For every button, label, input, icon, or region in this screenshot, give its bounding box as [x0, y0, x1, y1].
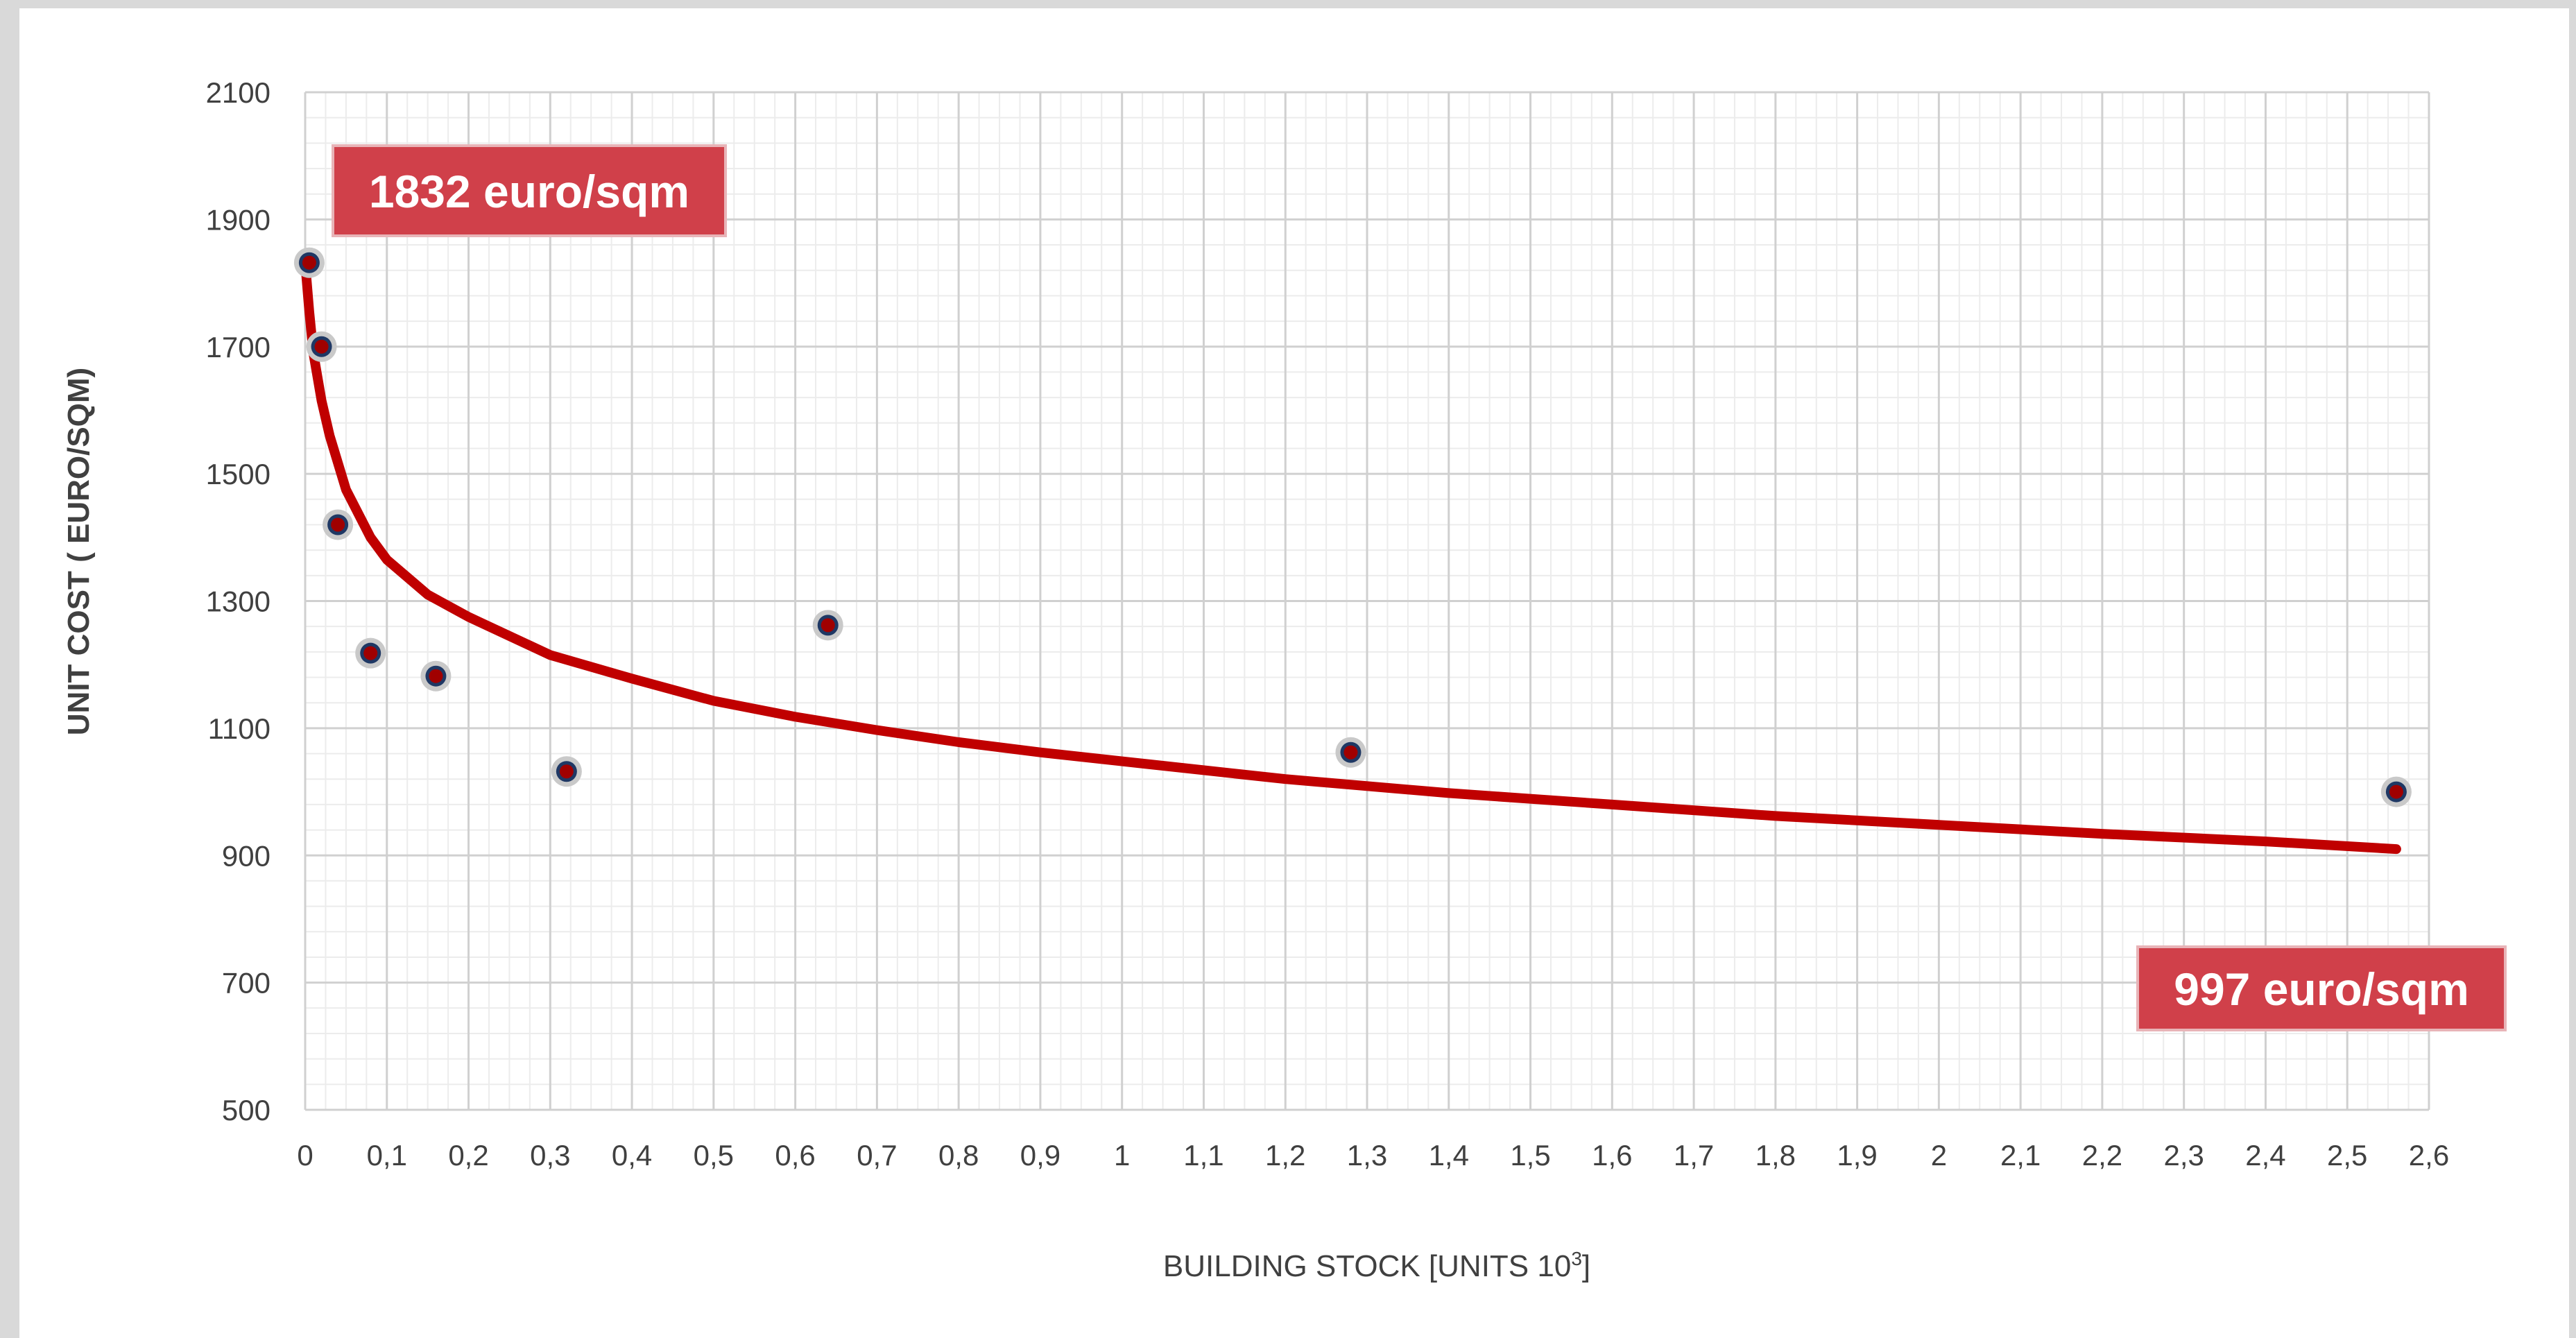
- data-point-core: [314, 339, 329, 354]
- annotation-box: [2136, 945, 2507, 1031]
- x-tick-label: 0,2: [448, 1139, 488, 1172]
- x-tick-label: 2,6: [2409, 1139, 2449, 1172]
- data-point-core: [559, 764, 574, 779]
- x-tick-label: 2,4: [2245, 1139, 2285, 1172]
- data-point: [355, 637, 386, 669]
- x-tick-label: 1,3: [1347, 1139, 1387, 1172]
- data-point-core: [302, 255, 316, 270]
- y-axis-tick-labels: 500 700 900 1100 1300 1500 1700 1900 2100: [206, 76, 271, 1126]
- x-tick-label: 1,6: [1592, 1139, 1632, 1172]
- x-tick-label: 2,1: [2000, 1139, 2041, 1172]
- data-point: [420, 660, 452, 692]
- x-tick-label: 0: [297, 1139, 313, 1172]
- data-points-layer: [293, 247, 2412, 807]
- x-tick-label: 1: [1114, 1139, 1130, 1172]
- y-tick-label: 700: [222, 967, 271, 1000]
- y-tick-label: 500: [222, 1094, 271, 1126]
- x-axis-label: BUILDING STOCK [UNITS 103]: [1163, 1248, 1590, 1283]
- x-tick-label: 0,6: [775, 1139, 815, 1172]
- x-tick-label: 0,1: [367, 1139, 407, 1172]
- data-point: [306, 331, 337, 362]
- y-tick-label: 1900: [206, 203, 271, 236]
- x-tick-label: 0,9: [1020, 1139, 1061, 1172]
- data-point-core: [1343, 745, 1358, 760]
- trendline-layer: [300, 257, 2401, 855]
- x-tick-label: 2,3: [2163, 1139, 2204, 1172]
- x-tick-label: 1,5: [1510, 1139, 1550, 1172]
- data-point: [2380, 776, 2412, 807]
- x-axis-tick-labels: 0 0,1 0,2 0,3 0,4 0,5 0,6 0,7 0,8 0,9 1 1,1 1,2 1,3 1,…: [297, 1139, 2449, 1172]
- annotation-layer: 1832 euro/sqm 997 euro/sqm: [332, 144, 2507, 1031]
- x-tick-label: 2,2: [2082, 1139, 2122, 1172]
- y-tick-label: 2100: [206, 76, 271, 109]
- x-axis-label-main: BUILDING STOCK [UNITS 10: [1163, 1249, 1571, 1283]
- data-point-core: [363, 646, 378, 660]
- y-axis-label: UNIT COST ( EURO/SQM): [62, 368, 96, 735]
- annotation-text: 1832 euro/sqm: [369, 166, 689, 217]
- y-tick-label: 1500: [206, 458, 271, 490]
- x-tick-label: 2,5: [2327, 1139, 2367, 1172]
- annotation-callout: 997 euro/sqm: [2136, 945, 2507, 1031]
- y-tick-label: 900: [222, 839, 271, 872]
- x-tick-label: 0,3: [530, 1139, 570, 1172]
- x-tick-label: 1,9: [1837, 1139, 1877, 1172]
- data-point-core: [429, 669, 443, 683]
- data-point: [812, 610, 843, 641]
- x-axis-label-suffix: ]: [1582, 1249, 1590, 1283]
- annotation-callout: 1832 euro/sqm: [332, 144, 727, 237]
- x-tick-label: 0,7: [857, 1139, 897, 1172]
- y-tick-label: 1700: [206, 331, 271, 363]
- x-tick-label: 1,4: [1429, 1139, 1469, 1172]
- trendline: [300, 257, 2401, 855]
- x-tick-label: 0,4: [612, 1139, 652, 1172]
- data-point: [293, 247, 325, 278]
- x-tick-label: 0,8: [938, 1139, 979, 1172]
- annotation-text: 997 euro/sqm: [2174, 963, 2469, 1015]
- annotation-box: [332, 144, 727, 237]
- y-tick-label: 1300: [206, 585, 271, 618]
- data-point: [323, 509, 354, 540]
- x-tick-label: 1,7: [1674, 1139, 1714, 1172]
- x-tick-label: 1,1: [1183, 1139, 1223, 1172]
- data-point: [1335, 737, 1366, 768]
- data-point-core: [2389, 784, 2403, 799]
- x-tick-label: 0,5: [694, 1139, 734, 1172]
- x-tick-label: 2: [1931, 1139, 1947, 1172]
- x-axis-label-superscript: 3: [1571, 1248, 1582, 1269]
- x-tick-label: 1,2: [1265, 1139, 1305, 1172]
- data-point-core: [331, 517, 345, 532]
- data-point: [551, 756, 582, 787]
- data-point-core: [821, 618, 835, 633]
- x-tick-label: 1,8: [1755, 1139, 1796, 1172]
- y-tick-label: 1100: [208, 712, 271, 745]
